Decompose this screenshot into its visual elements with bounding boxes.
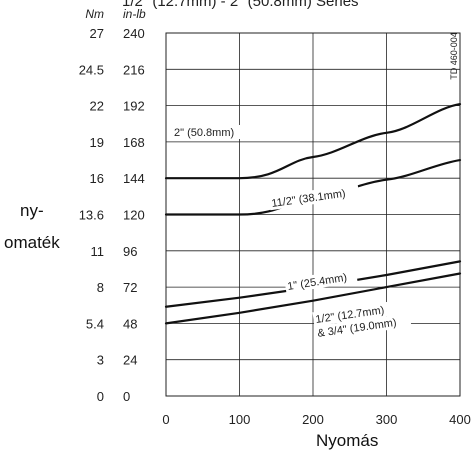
y-tick-label-inlb: 48	[123, 316, 137, 331]
series-label-bg	[312, 300, 398, 327]
x-tick-label: 400	[449, 412, 471, 427]
y-tick-label-nm: 5.4	[86, 316, 104, 331]
y-tick-label-inlb: 240	[123, 26, 145, 41]
y-tick-label-inlb: 72	[123, 280, 137, 295]
series-label: 2" (50.8mm)	[172, 125, 244, 139]
series-label-bg	[284, 268, 358, 294]
y-tick-label-inlb: 144	[123, 171, 145, 186]
y-tick-label-nm: 13.6	[79, 208, 104, 223]
y-tick-label-nm: 8	[97, 280, 104, 295]
y-tick-label-inlb: 120	[123, 208, 145, 223]
series-line	[164, 272, 462, 325]
y-axis-title-line-2: omaték	[4, 233, 60, 252]
series-label-bg	[172, 125, 244, 139]
top-note: 1/2" (12.7mm) - 2" (50.8mm) Séries	[122, 0, 359, 10]
document-code: TD 460-004	[449, 32, 459, 80]
y-tick-label-inlb: 216	[123, 62, 145, 77]
y-tick-label-inlb: 0	[123, 389, 130, 404]
y-tick-labels: 0 0 24 3 48 5.4 72 8 96 11 120 13.6 144 16 168 19 192 22 2…	[79, 26, 145, 404]
series-label: 1" (25.4mm)	[284, 268, 358, 294]
y-tick-label-nm: 22	[90, 99, 104, 114]
y-tick-label-inlb: 24	[123, 353, 137, 368]
unit-nm-label: Nm	[85, 7, 104, 21]
x-tick-labels: 0 100 200 300 400	[162, 412, 470, 427]
y-tick-label-nm: 27	[90, 26, 104, 41]
x-tick-label: 200	[302, 412, 324, 427]
series-label: 11/2" (38.1mm)	[268, 183, 360, 211]
y-axis-title-line-1: ny-	[20, 201, 44, 220]
series-label-bg	[314, 312, 412, 341]
y-tick-label-nm: 3	[97, 353, 104, 368]
series-label-bg	[268, 183, 360, 211]
x-axis-title: Nyomás	[316, 431, 378, 450]
y-tick-label-nm: 19	[90, 135, 104, 150]
series-labels: 2" (50.8mm) 11/2" (38.1mm) 1" (25.4mm) 1/2"…	[172, 125, 412, 341]
series-label-text: 2" (50.8mm)	[174, 127, 234, 139]
series-label: 1/2" (12.7mm)& 3/4" (19.0mm)	[312, 300, 412, 341]
y-tick-label-nm: 11	[91, 244, 105, 259]
unit-inlb-label: in-lb	[123, 7, 146, 21]
y-tick-label-inlb: 168	[123, 135, 145, 150]
series-line	[164, 102, 462, 180]
y-tick-label-nm: 24.5	[79, 62, 104, 77]
y-tick-label-nm: 16	[90, 171, 104, 186]
x-tick-label: 0	[162, 412, 169, 427]
x-tick-label: 300	[376, 412, 398, 427]
y-tick-label-inlb: 192	[123, 99, 145, 114]
y-tick-label-nm: 0	[97, 389, 104, 404]
y-tick-label-inlb: 96	[123, 244, 137, 259]
x-tick-label: 100	[229, 412, 251, 427]
